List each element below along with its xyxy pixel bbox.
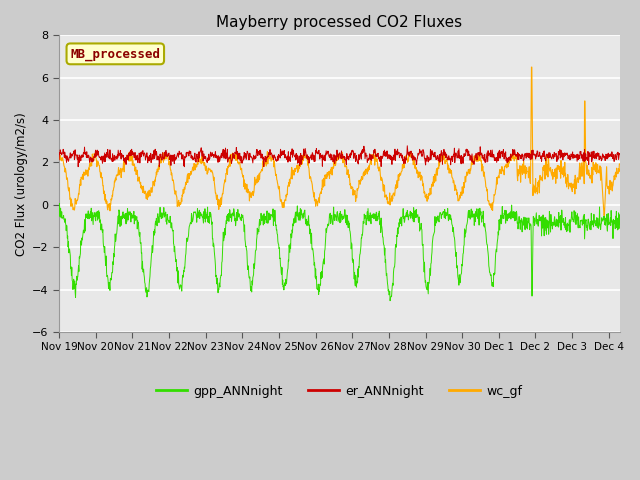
Y-axis label: CO2 Flux (urology/m2/s): CO2 Flux (urology/m2/s): [15, 112, 28, 255]
Title: Mayberry processed CO2 Fluxes: Mayberry processed CO2 Fluxes: [216, 15, 463, 30]
Text: MB_processed: MB_processed: [70, 47, 160, 60]
Legend: gpp_ANNnight, er_ANNnight, wc_gf: gpp_ANNnight, er_ANNnight, wc_gf: [151, 380, 527, 403]
